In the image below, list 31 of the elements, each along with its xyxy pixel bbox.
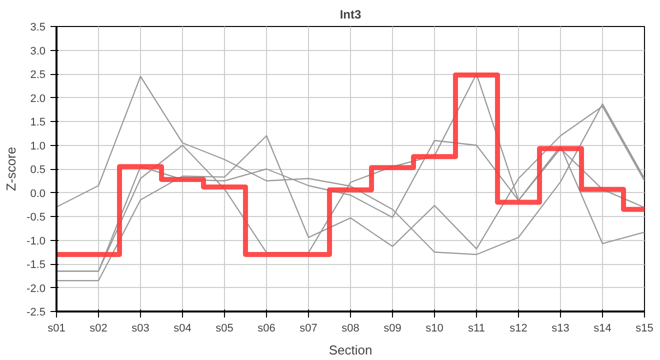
y-tick-label: -2.0 [26, 282, 46, 295]
x-tick-label: s07 [300, 322, 318, 334]
y-tick-label: 3.5 [30, 22, 46, 34]
y-tick-label: 2.0 [30, 92, 46, 105]
x-tick-label: s09 [384, 322, 402, 334]
x-tick-label: s02 [90, 322, 108, 334]
x-axis-title: Section [328, 342, 372, 358]
y-tick-label: 0.0 [30, 188, 46, 200]
x-tick-label: s11 [468, 322, 485, 334]
x-tick-label: s15 [636, 322, 654, 334]
y-tick-label: -1.5 [26, 259, 46, 271]
chart-title: Int3 [340, 8, 362, 22]
y-tick-label: -2.5 [26, 306, 46, 318]
x-tick-label: s08 [342, 322, 360, 334]
x-tick-label: s13 [552, 322, 570, 334]
x-tick-label: s04 [174, 322, 192, 334]
x-tick-label: s12 [510, 322, 528, 334]
y-tick-label: 2.5 [30, 69, 46, 81]
y-tick-label: 1.0 [30, 140, 46, 152]
x-tick-label: s01 [48, 322, 66, 334]
x-tick-label: s05 [216, 322, 234, 334]
y-tick-label: 0.5 [30, 164, 46, 176]
y-axis-title: Z-score [4, 146, 19, 192]
y-tick-label: 3.0 [30, 45, 46, 58]
x-tick-label: s03 [132, 322, 150, 334]
y-tick-label: -0.5 [26, 212, 46, 224]
x-tick-label: s10 [426, 322, 444, 334]
x-tick-label: s06 [258, 322, 276, 334]
y-tick-label: 1.5 [30, 116, 46, 128]
y-tick-label: -1.0 [26, 235, 46, 248]
x-tick-label: s14 [594, 322, 612, 334]
